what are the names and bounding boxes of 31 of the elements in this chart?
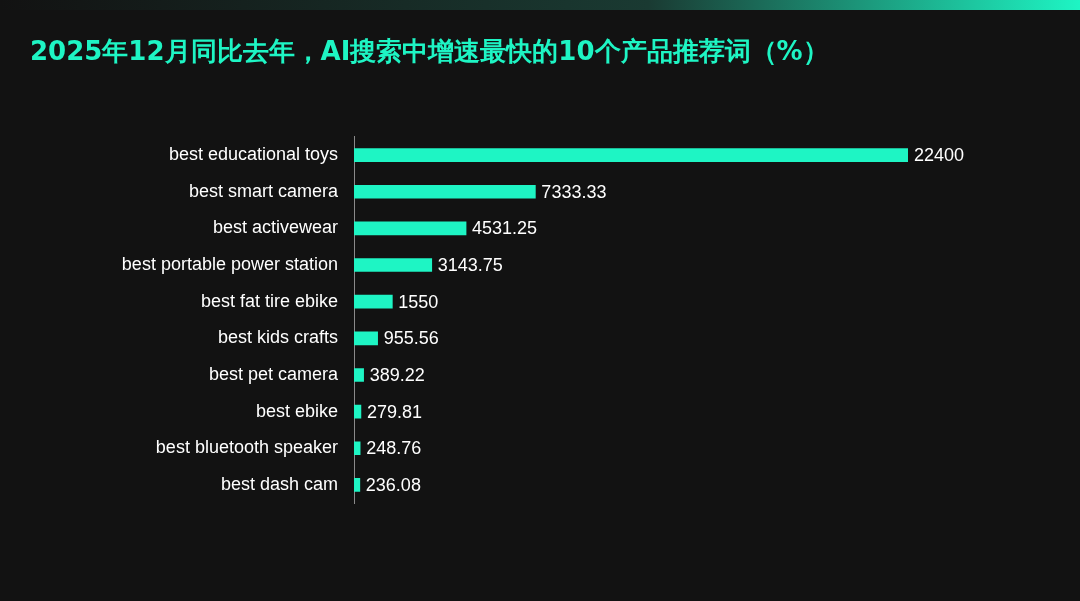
y-tick-label: best educational toys (168, 144, 338, 165)
data-label: 389.22 (369, 364, 425, 385)
y-tick-label: best smart camera (188, 180, 339, 201)
bar (354, 404, 362, 419)
bar (354, 258, 433, 272)
bar (354, 184, 536, 199)
data-label: 248.76 (366, 438, 422, 459)
y-tick-label: best pet camera (208, 363, 339, 384)
y-tick-label: best fat tire ebike (200, 290, 338, 311)
bar (354, 331, 378, 346)
y-tick-label: best dash cam (220, 473, 338, 494)
data-label: 7333.33 (541, 181, 607, 202)
data-label: 1550 (398, 291, 439, 312)
data-label: 955.56 (383, 328, 439, 349)
bar (354, 148, 908, 162)
y-tick-label: best activewear (212, 217, 338, 238)
bar (354, 368, 364, 382)
y-tick-label: best bluetooth speaker (155, 437, 338, 458)
y-tick-label: best kids crafts (217, 327, 338, 348)
data-label: 236.08 (365, 474, 421, 495)
bar (354, 294, 393, 309)
y-tick-label: best ebike (255, 400, 338, 421)
bar (354, 441, 361, 456)
data-label: 4531.25 (472, 218, 538, 239)
y-tick-label: best portable power station (121, 254, 338, 275)
bar (354, 221, 467, 236)
data-label: 279.81 (366, 401, 422, 422)
data-label: 3143.75 (437, 255, 503, 276)
bar (354, 478, 361, 492)
chart-title: 2025年12月同比去年，AI搜索中增速最快的10个产品推荐词（%） (30, 35, 829, 68)
data-label: 22400 (914, 145, 965, 166)
